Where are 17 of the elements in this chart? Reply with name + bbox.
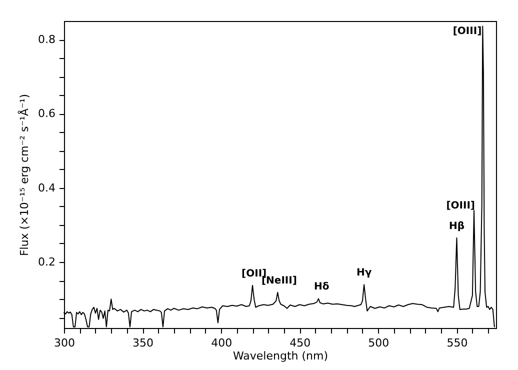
x-tick-label: 450 — [290, 336, 311, 350]
y-axis-title: Flux (×10⁻¹⁵ erg cm⁻² s⁻¹Å⁻¹) — [17, 94, 32, 256]
x-tick-label: 350 — [132, 336, 154, 350]
annotation: Hδ — [314, 282, 330, 293]
annotation: Hγ — [356, 268, 372, 279]
y-tick-label: 0.4 — [38, 181, 56, 194]
y-tick-label: 0.2 — [38, 256, 56, 268]
x-tick-label: 300 — [54, 336, 75, 350]
y-tick-label: 0.6 — [38, 107, 56, 120]
annotation: [OIII] — [446, 200, 476, 212]
x-tick-label: 550 — [446, 336, 468, 350]
y-tick-label: 0.8 — [38, 33, 56, 46]
x-tick-label: 500 — [368, 336, 390, 350]
annotation: Hβ — [448, 220, 464, 232]
annotation: [OIII] — [452, 26, 482, 38]
x-tick-label: 400 — [211, 336, 232, 350]
x-axis-title: Wavelength (nm) — [232, 350, 328, 362]
